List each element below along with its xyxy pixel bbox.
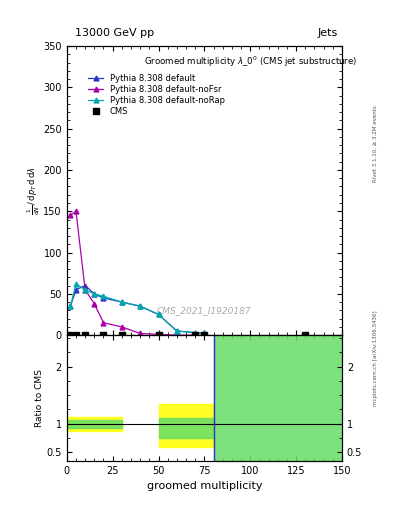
Pythia 8.308 default-noRap <box>138 303 143 309</box>
Line: CMS: CMS <box>66 332 308 338</box>
Text: Groomed multiplicity $\lambda\_0^0$ (CMS jet substructure): Groomed multiplicity $\lambda\_0^0$ (CMS… <box>144 55 357 69</box>
Pythia 8.308 default-noRap <box>101 293 106 300</box>
Pythia 8.308 default <box>68 303 73 309</box>
Pythia 8.308 default <box>92 291 97 297</box>
X-axis label: groomed multiplicity: groomed multiplicity <box>147 481 262 491</box>
Line: Pythia 8.308 default-noRap: Pythia 8.308 default-noRap <box>68 282 207 336</box>
CMS <box>202 332 207 338</box>
Pythia 8.308 default-noFsr <box>138 330 143 336</box>
Pythia 8.308 default <box>73 287 78 293</box>
CMS <box>83 332 88 338</box>
Pythia 8.308 default-noFsr <box>68 212 73 219</box>
CMS <box>101 332 106 338</box>
Pythia 8.308 default-noFsr <box>92 301 97 307</box>
Pythia 8.308 default-noFsr <box>73 208 78 215</box>
CMS <box>193 332 198 338</box>
Pythia 8.308 default-noFsr <box>119 324 124 330</box>
Pythia 8.308 default-noFsr <box>174 332 179 338</box>
Line: Pythia 8.308 default-noFsr: Pythia 8.308 default-noFsr <box>68 209 198 337</box>
Pythia 8.308 default-noFsr <box>101 319 106 326</box>
CMS <box>119 332 124 338</box>
Pythia 8.308 default <box>119 299 124 305</box>
Pythia 8.308 default-noRap <box>83 287 88 293</box>
Pythia 8.308 default-noFsr <box>156 331 161 337</box>
Line: Pythia 8.308 default: Pythia 8.308 default <box>68 283 207 336</box>
Pythia 8.308 default <box>101 295 106 301</box>
Pythia 8.308 default <box>138 303 143 309</box>
Y-axis label: $\frac{1}{\mathrm{d}N}\,/\,\mathrm{d}p_T\,\mathrm{d}\,\mathrm{d}\lambda$: $\frac{1}{\mathrm{d}N}\,/\,\mathrm{d}p_T… <box>26 166 42 215</box>
CMS <box>73 332 78 338</box>
Legend: Pythia 8.308 default, Pythia 8.308 default-noFsr, Pythia 8.308 default-noRap, CM: Pythia 8.308 default, Pythia 8.308 defau… <box>85 71 228 119</box>
Pythia 8.308 default-noRap <box>119 299 124 305</box>
Text: 13000 GeV pp: 13000 GeV pp <box>75 28 154 38</box>
Pythia 8.308 default-noFsr <box>193 332 198 338</box>
Pythia 8.308 default <box>83 283 88 289</box>
CMS <box>66 332 71 338</box>
Text: mcplots.cern.ch [arXiv:1306.3436]: mcplots.cern.ch [arXiv:1306.3436] <box>373 311 378 406</box>
Pythia 8.308 default-noRap <box>156 311 161 317</box>
Y-axis label: Ratio to CMS: Ratio to CMS <box>35 369 44 427</box>
CMS <box>156 332 161 338</box>
Pythia 8.308 default-noRap <box>92 291 97 297</box>
Pythia 8.308 default <box>156 311 161 317</box>
Pythia 8.308 default-noFsr <box>83 287 88 293</box>
Text: Jets: Jets <box>318 28 338 38</box>
Text: CMS_2021_I1920187: CMS_2021_I1920187 <box>157 306 252 315</box>
Pythia 8.308 default <box>193 330 198 336</box>
Pythia 8.308 default-noRap <box>174 328 179 334</box>
CMS <box>303 332 308 338</box>
Pythia 8.308 default <box>202 330 207 336</box>
Pythia 8.308 default-noRap <box>68 303 73 309</box>
Pythia 8.308 default-noRap <box>73 281 78 287</box>
Pythia 8.308 default-noRap <box>193 330 198 336</box>
Pythia 8.308 default-noRap <box>202 330 207 336</box>
Text: Rivet 3.1.10, ≥ 3.2M events: Rivet 3.1.10, ≥ 3.2M events <box>373 105 378 182</box>
Pythia 8.308 default <box>174 328 179 334</box>
